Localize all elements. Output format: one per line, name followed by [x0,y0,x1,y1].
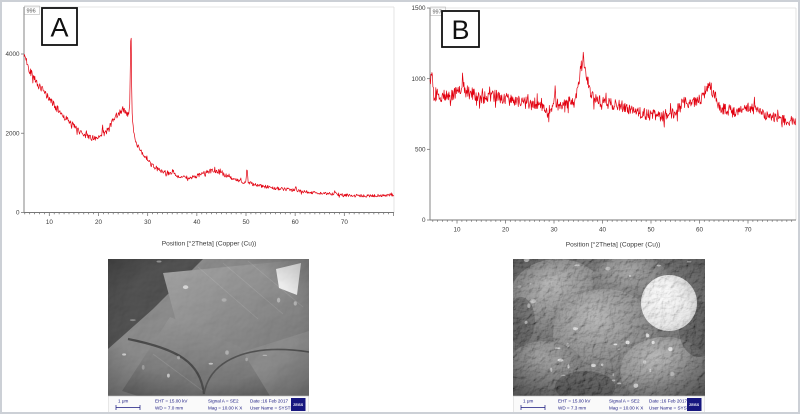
y-tick-label: 1000 [411,76,426,83]
sem-a-date: Date :16 Feb 2017 [250,399,288,404]
sem-a-micrograph [108,259,309,396]
sem-image-a: 1 μm EHT = 15.00 kV WD = 7.0 mm Signal A… [108,259,309,412]
sem-a-wd: WD = 7.0 mm [155,406,183,411]
sem-image-b: 1 μm EHT = 15.00 kV WD = 7.3 mm Signal A… [513,259,705,412]
xrd-chart-panel-b: 10 20 30 40 50 60 70 0 500 1000 1500 997 B Positio… [411,5,797,249]
x-tick-label: 20 [502,227,510,234]
sem-b-mag: Mag = 10.00 K X [609,406,643,411]
x-tick-label: 30 [144,219,152,226]
sem-b-info-bar: 1 μm EHT = 15.00 kV WD = 7.3 mm Signal A… [513,395,705,412]
sem-a-scale-bar [115,405,141,410]
sem-a-signal: Signal A = SE2 [208,399,239,404]
panel-label-box-b [441,10,480,48]
zeiss-logo-box-b [687,398,702,411]
sem-b-signal: Signal A = SE2 [609,399,640,404]
scan-counter-b: 997 [433,10,442,16]
scan-counter-a: 996 [27,9,36,15]
plot-area-a: 10 20 30 40 50 60 70 0 2000 4000 [5,6,395,226]
x-tick-label: 50 [647,227,655,234]
x-tick-label: 50 [242,219,250,226]
y-tick-label: 4000 [5,51,20,58]
sem-b-eht: EHT = 15.00 kV [558,399,591,404]
sem-b-scale-label: 1 μm [523,399,533,404]
xrd-trace [23,37,395,198]
zeiss-logo-a: ZEISS [293,403,304,407]
plot-area-b: 10 20 30 40 50 60 70 0 500 1000 1500 [411,5,797,234]
y-tick-label: 2000 [5,130,20,137]
sem-b-micrograph [513,259,705,405]
x-tick-label: 20 [95,219,103,226]
x-axis-title-a: Position [°2Theta] (Copper (Cu)) [162,240,257,248]
x-tick-label: 30 [550,227,558,234]
panel-label-box-a [41,7,78,46]
zeiss-logo-box-a [291,398,306,411]
sem-a-scale-label: 1 μm [118,399,128,404]
panel-label-a: A [50,13,68,43]
x-tick-label: 60 [696,227,704,234]
zeiss-logo-b: ZEISS [689,403,700,407]
x-tick-label: 40 [599,227,607,234]
sem-b-date: Date :16 Feb 2017 [649,399,687,404]
x-tick-label: 10 [454,227,462,234]
sem-a-user: User Name = SYSTEM [250,406,298,411]
xrd-trace [429,51,797,128]
xrd-chart-panel-a: 10 20 30 40 50 60 70 0 2000 4000 996 A Position [… [5,5,395,248]
sem-b-user: User Name = SYSTEM [649,406,697,411]
sem-a-info-bar: 1 μm EHT = 15.00 kV WD = 7.0 mm Signal A… [108,395,309,412]
y-tick-label: 0 [16,210,20,217]
y-tick-label: 0 [422,217,426,224]
sem-b-scale-bar [520,405,546,410]
scan-counter-box-a [24,5,40,15]
x-tick-label: 70 [744,227,752,234]
x-tick-label: 60 [292,219,300,226]
sem-a-mag: Mag = 10.00 K X [208,406,242,411]
y-tick-label: 500 [415,147,426,154]
panel-label-b: B [451,15,469,45]
x-tick-label: 40 [193,219,201,226]
sem-b-wd: WD = 7.3 mm [558,406,586,411]
sem-a-eht: EHT = 15.00 kV [155,399,188,404]
x-axis-title-b: Position [°2Theta] (Copper (Cu)) [566,241,661,249]
y-tick-label: 1500 [411,5,426,12]
x-tick-label: 10 [46,219,54,226]
x-tick-label: 70 [341,219,349,226]
